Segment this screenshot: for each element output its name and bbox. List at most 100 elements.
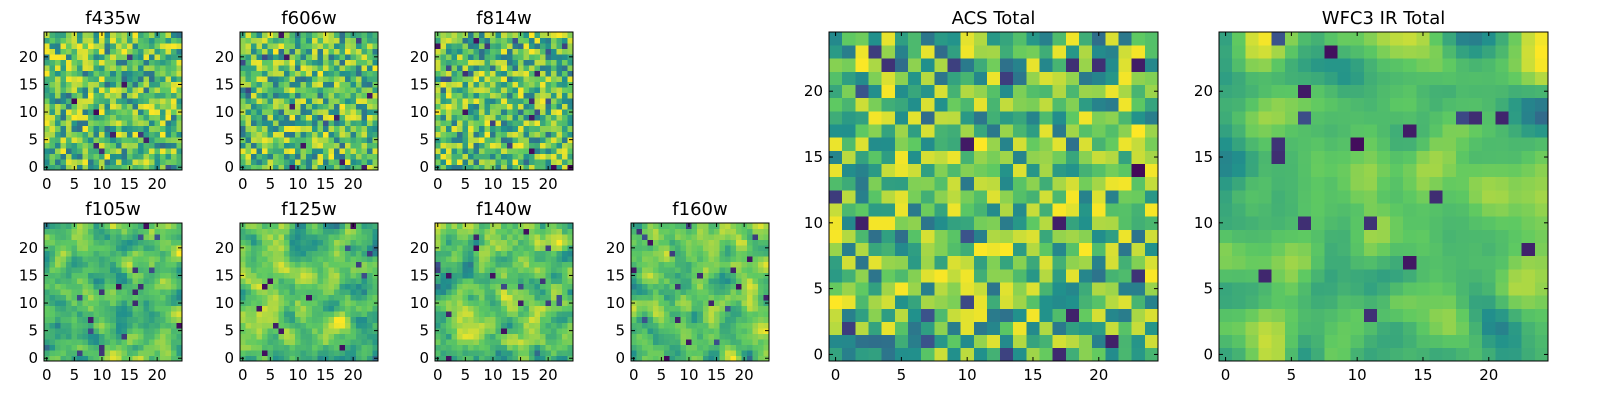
- heatmap-cell: [523, 103, 530, 110]
- heatmap-cell: [159, 267, 166, 274]
- heatmap-cell: [284, 136, 291, 143]
- heatmap-cell: [697, 333, 704, 340]
- heatmap-cell: [143, 256, 150, 263]
- heatmap-cell: [868, 334, 883, 349]
- heatmap-cell: [115, 338, 122, 345]
- heatmap-cell: [251, 103, 257, 110]
- heatmap-cell: [735, 234, 742, 240]
- heatmap-cell: [752, 322, 759, 329]
- heatmap-cell: [653, 300, 659, 307]
- heatmap-cell: [829, 321, 843, 336]
- heatmap-cell: [730, 338, 737, 345]
- heatmap-cell: [311, 70, 318, 77]
- heatmap-cell: [55, 70, 61, 77]
- heatmap-cell: [126, 344, 133, 351]
- heatmap-cell: [311, 338, 318, 345]
- heatmap-cell: [88, 267, 95, 274]
- heatmap-cell: [306, 136, 313, 143]
- heatmap-cell: [501, 289, 508, 296]
- heatmap-cell: [561, 349, 568, 356]
- heatmap-cell: [121, 278, 128, 285]
- heatmap-cell: [350, 234, 357, 240]
- heatmap-cell: [664, 338, 671, 345]
- heatmap-cell: [143, 98, 150, 105]
- heatmap-cell: [44, 349, 50, 356]
- heatmap-cell: [137, 76, 144, 83]
- heatmap-cell: [333, 103, 340, 110]
- heatmap-cell: [539, 131, 546, 138]
- heatmap-cell: [104, 103, 111, 110]
- heatmap-cell: [159, 114, 166, 121]
- heatmap-cell: [473, 261, 480, 268]
- heatmap-cell: [317, 120, 324, 127]
- heatmap-cell: [66, 333, 72, 340]
- heatmap-cell: [746, 256, 753, 263]
- heatmap-cell: [350, 245, 357, 251]
- heatmap-cell: [159, 234, 166, 240]
- heatmap-cell: [545, 70, 552, 77]
- heatmap-cell: [273, 327, 280, 334]
- heatmap-cell: [322, 98, 329, 105]
- heatmap-cell: [82, 131, 89, 138]
- heatmap-cell: [724, 349, 731, 356]
- heatmap-cell: [366, 338, 373, 345]
- heatmap-cell: [256, 147, 263, 154]
- heatmap-cell: [311, 322, 318, 329]
- heatmap-cell: [490, 261, 497, 268]
- heatmap-cell: [121, 223, 128, 229]
- heatmap-cell: [462, 37, 469, 44]
- heatmap-cell: [528, 43, 535, 49]
- heatmap-cell: [339, 158, 346, 165]
- heatmap-cell: [77, 349, 84, 356]
- heatmap-cell: [550, 59, 557, 66]
- heatmap-cell: [462, 316, 469, 323]
- heatmap-cell: [66, 327, 72, 334]
- heatmap-cell: [148, 109, 155, 116]
- heatmap-cell: [267, 109, 274, 116]
- heatmap-cell: [1039, 334, 1054, 349]
- heatmap-cell: [284, 131, 291, 138]
- heatmap-cell: [154, 120, 161, 127]
- heatmap-cell: [300, 300, 307, 307]
- heatmap-cell: [506, 153, 513, 160]
- heatmap-cell: [240, 158, 246, 165]
- heatmap-cell: [752, 278, 759, 285]
- heatmap-cell: [702, 250, 709, 257]
- heatmap-cell: [110, 261, 117, 268]
- heatmap-cell: [697, 355, 704, 362]
- heatmap-cell: [523, 109, 530, 116]
- heatmap-cell: [93, 48, 100, 55]
- heatmap-cell: [664, 305, 671, 312]
- heatmap-cell: [517, 250, 524, 257]
- heatmap-cell: [366, 272, 373, 279]
- heatmap-cell: [1039, 242, 1054, 257]
- heatmap-cell: [561, 223, 568, 229]
- heatmap-cell: [93, 65, 100, 72]
- heatmap-cell: [60, 322, 67, 329]
- heatmap-cell: [1079, 242, 1093, 257]
- heatmap-cell: [680, 267, 687, 274]
- heatmap-cell: [446, 158, 452, 165]
- heatmap-cell: [479, 65, 486, 72]
- heatmap-cell: [77, 32, 84, 38]
- heatmap-cell: [88, 300, 95, 307]
- heatmap-cell: [1105, 203, 1119, 217]
- heatmap-cell: [631, 294, 637, 301]
- heatmap-cell: [82, 250, 89, 257]
- heatmap-cell: [104, 65, 111, 72]
- heatmap-cell: [829, 229, 843, 243]
- heatmap-cell: [947, 282, 961, 296]
- heatmap-cell: [550, 136, 557, 143]
- heatmap-cell: [664, 272, 671, 279]
- heatmap-cell: [512, 76, 519, 83]
- heatmap-cell: [702, 294, 709, 301]
- heatmap-cell: [550, 316, 557, 323]
- heatmap-cell: [556, 158, 563, 165]
- heatmap-cell: [262, 305, 268, 312]
- heatmap-cell: [99, 136, 106, 143]
- heatmap-cell: [245, 37, 252, 44]
- heatmap-cell: [245, 59, 252, 66]
- heatmap-cell: [446, 289, 452, 296]
- heatmap-cell: [137, 228, 144, 235]
- heatmap-cell: [300, 37, 307, 44]
